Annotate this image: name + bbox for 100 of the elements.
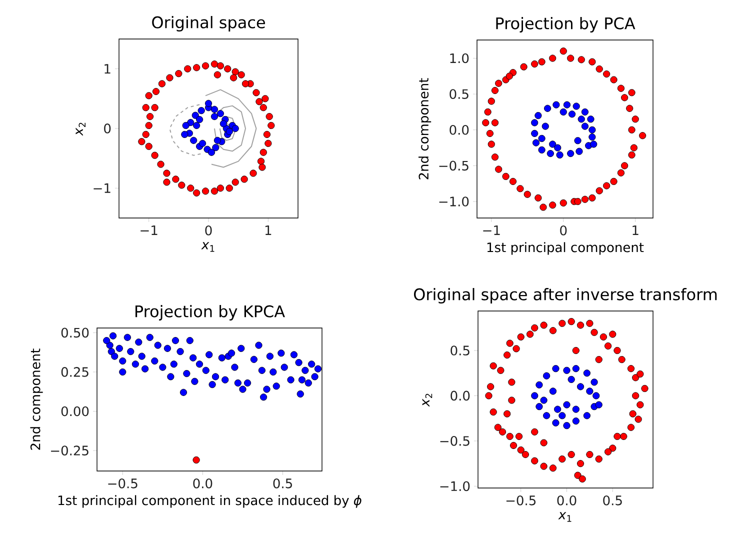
y-tick-label: 0.0 [450,390,470,401]
point [634,416,642,423]
point [595,455,602,463]
point [576,460,584,468]
point [632,116,639,123]
point [604,342,612,350]
x-tick-label: 0.0 [193,478,212,488]
point [506,432,514,440]
point [268,122,275,130]
point [576,148,583,155]
point [636,401,644,408]
x-axis-title: x$_{1}$ [201,242,214,252]
point [240,176,248,183]
point [595,401,602,408]
point [538,134,546,142]
point [583,412,590,420]
x-tick-label: 0 [205,225,212,236]
point [576,383,584,390]
point [202,188,210,195]
point [560,48,567,55]
point [151,104,158,112]
point [264,140,272,147]
point [639,132,646,140]
y-tick-label: −1.0 [440,481,470,492]
point [536,403,543,410]
point [627,365,635,372]
y-tick-label: 0.0 [450,124,469,135]
point [552,365,560,372]
point [484,108,492,116]
y-tick-label: 0 [104,124,111,134]
point [621,94,628,102]
point [266,113,273,120]
point [586,320,594,327]
point [214,136,222,144]
point [210,106,218,113]
point [636,370,644,378]
point [510,442,518,450]
point [603,70,610,78]
point [629,410,636,418]
point [485,392,492,400]
point [232,124,239,132]
point [595,356,602,364]
point [210,188,218,195]
y-axis-title: 2nd component [418,78,432,180]
point [581,196,589,203]
x-axis-title: 1st principal component in space induced by ϕ [58,495,362,508]
point [572,102,580,110]
point [540,439,548,446]
point [617,169,625,176]
point [531,392,538,400]
point [262,95,269,102]
point [491,86,499,94]
point [532,139,540,146]
point [488,140,495,148]
point [542,122,549,130]
point [552,101,560,108]
point [220,120,227,128]
point [617,84,625,92]
point [596,187,603,194]
point [163,170,170,177]
point [628,151,636,158]
x-tick-label: 1 [265,225,272,235]
x-tick-label: −1 [483,225,500,235]
point [202,62,210,70]
point [581,122,589,130]
line-series [205,89,257,168]
y-tick-label: 0.25 [61,367,88,377]
point [520,63,528,70]
y-axis-title: x$_{2}$ [76,122,86,136]
point [560,108,567,116]
point [572,346,580,354]
point [556,151,564,158]
point [543,412,550,420]
point [578,56,585,64]
point [208,148,216,156]
point [487,383,494,390]
point [614,432,621,440]
point [587,116,594,123]
point [232,178,239,186]
point [142,130,150,138]
y-tick-label: −0.5 [439,160,468,171]
point [178,182,186,189]
point [491,154,499,161]
y-tick-label: 0.5 [450,346,470,356]
x-tick-label: 0.0 [557,495,576,506]
point [494,424,502,431]
point [157,160,164,168]
point [567,54,574,62]
chart-title: Projection by KPCA [135,305,285,320]
y-tick-label: −0.25 [51,446,88,456]
point [151,152,158,159]
point [568,450,575,458]
point [531,457,538,464]
point [193,189,200,196]
point [256,98,263,106]
point [549,464,557,472]
point [260,104,267,112]
point [516,185,524,192]
point [482,119,490,126]
point [620,432,628,440]
